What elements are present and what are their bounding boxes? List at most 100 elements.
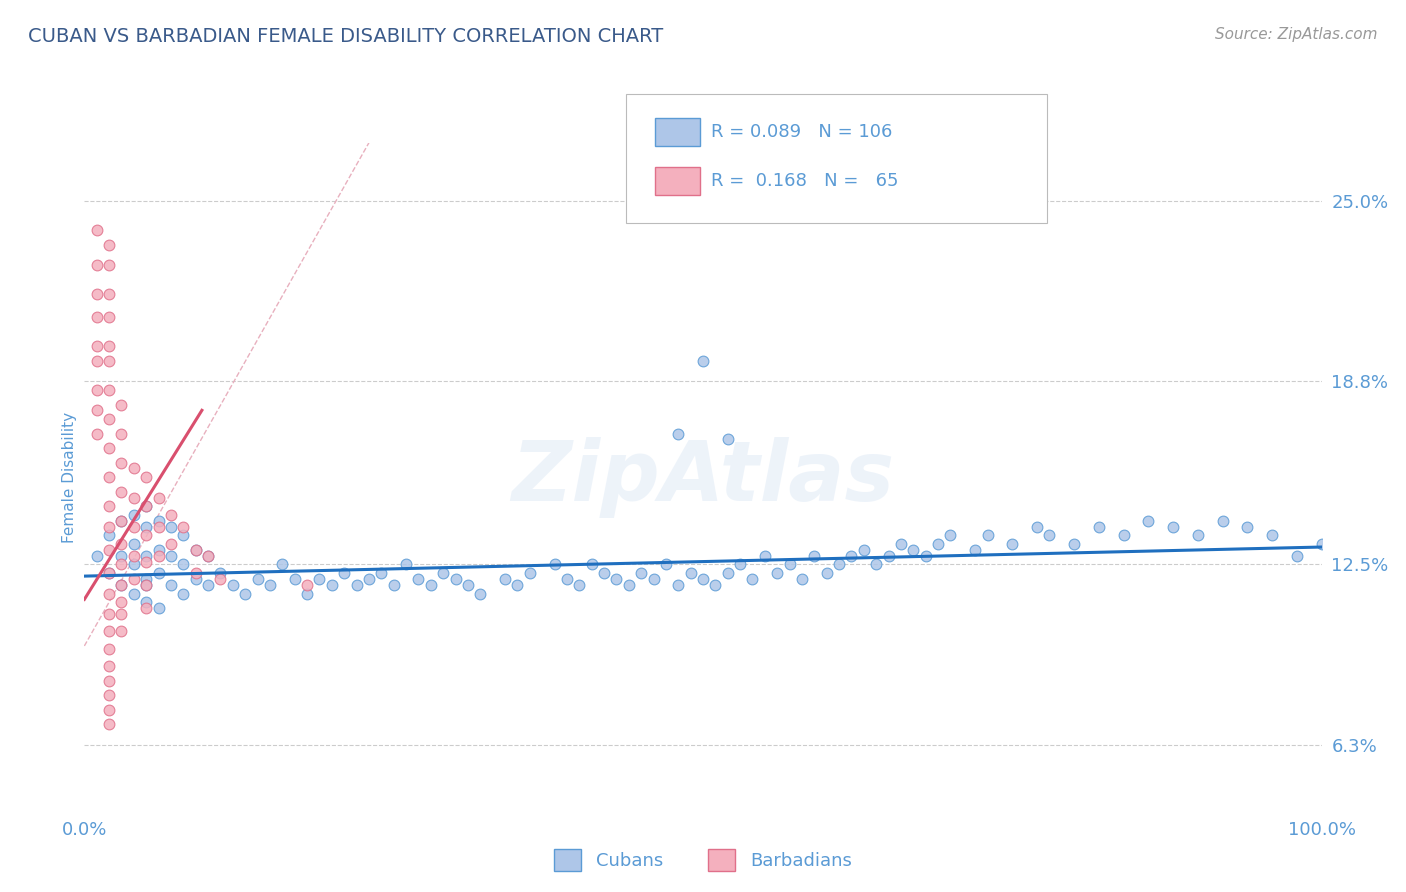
- Point: [122, 558, 145, 572]
- Point: [976, 528, 998, 542]
- Point: [914, 549, 936, 563]
- Point: [148, 543, 170, 558]
- Point: [135, 572, 157, 586]
- Point: [122, 572, 145, 586]
- Point: [209, 572, 232, 586]
- Point: [98, 470, 121, 484]
- Point: [617, 578, 640, 592]
- Point: [1026, 519, 1049, 533]
- Point: [346, 578, 368, 592]
- Point: [86, 549, 108, 563]
- Point: [148, 514, 170, 528]
- Point: [122, 461, 145, 475]
- Point: [148, 566, 170, 581]
- Point: [321, 578, 343, 592]
- Point: [135, 549, 157, 563]
- Point: [457, 578, 479, 592]
- Point: [135, 555, 157, 569]
- Point: [135, 500, 157, 514]
- Point: [172, 519, 194, 533]
- Point: [779, 558, 801, 572]
- Point: [1161, 519, 1184, 533]
- Point: [543, 558, 565, 572]
- Point: [135, 578, 157, 592]
- Point: [98, 441, 121, 455]
- Point: [98, 673, 121, 688]
- Point: [259, 578, 281, 592]
- Point: [86, 339, 108, 353]
- Point: [1236, 519, 1258, 533]
- Point: [98, 566, 121, 581]
- Point: [184, 543, 207, 558]
- Point: [98, 258, 121, 272]
- Point: [122, 586, 145, 600]
- Point: [110, 607, 132, 621]
- Point: [704, 578, 727, 592]
- Point: [1088, 519, 1111, 533]
- Point: [160, 508, 183, 522]
- Point: [98, 659, 121, 673]
- Point: [98, 500, 121, 514]
- Point: [98, 566, 121, 581]
- Point: [939, 528, 962, 542]
- Point: [1112, 528, 1135, 542]
- Point: [110, 549, 132, 563]
- Point: [135, 528, 157, 542]
- Point: [841, 549, 863, 563]
- Point: [865, 558, 887, 572]
- Point: [98, 717, 121, 731]
- Point: [110, 537, 132, 551]
- Point: [172, 558, 194, 572]
- Text: CUBAN VS BARBADIAN FEMALE DISABILITY CORRELATION CHART: CUBAN VS BARBADIAN FEMALE DISABILITY COR…: [28, 27, 664, 45]
- Point: [295, 586, 318, 600]
- Point: [184, 572, 207, 586]
- Point: [233, 586, 256, 600]
- Point: [432, 566, 454, 581]
- Point: [1310, 537, 1333, 551]
- Point: [927, 537, 949, 551]
- Point: [717, 433, 740, 447]
- Point: [284, 572, 307, 586]
- Point: [666, 426, 689, 441]
- Point: [98, 519, 121, 533]
- Point: [581, 558, 603, 572]
- Point: [135, 470, 157, 484]
- Point: [728, 558, 751, 572]
- Point: [815, 566, 838, 581]
- Point: [470, 586, 492, 600]
- Point: [110, 578, 132, 592]
- Point: [877, 549, 900, 563]
- Point: [110, 578, 132, 592]
- Point: [295, 578, 318, 592]
- Point: [494, 572, 516, 586]
- Point: [754, 549, 776, 563]
- Point: [333, 566, 356, 581]
- Point: [122, 491, 145, 505]
- Point: [852, 543, 875, 558]
- Point: [98, 287, 121, 301]
- Point: [98, 412, 121, 426]
- Point: [160, 549, 183, 563]
- Point: [98, 624, 121, 639]
- Point: [222, 578, 245, 592]
- Point: [1038, 528, 1060, 542]
- Point: [1261, 528, 1284, 542]
- Point: [135, 500, 157, 514]
- Point: [135, 595, 157, 609]
- Point: [692, 572, 714, 586]
- Point: [98, 543, 121, 558]
- Point: [803, 549, 825, 563]
- Text: R =  0.168   N =   65: R = 0.168 N = 65: [711, 172, 898, 190]
- Point: [568, 578, 591, 592]
- Point: [395, 558, 418, 572]
- Point: [197, 549, 219, 563]
- Y-axis label: Female Disability: Female Disability: [62, 411, 77, 543]
- Point: [357, 572, 380, 586]
- Text: ZipAtlas: ZipAtlas: [512, 437, 894, 517]
- Point: [160, 537, 183, 551]
- Point: [135, 519, 157, 533]
- Point: [790, 572, 813, 586]
- Point: [172, 528, 194, 542]
- Point: [184, 543, 207, 558]
- Point: [122, 537, 145, 551]
